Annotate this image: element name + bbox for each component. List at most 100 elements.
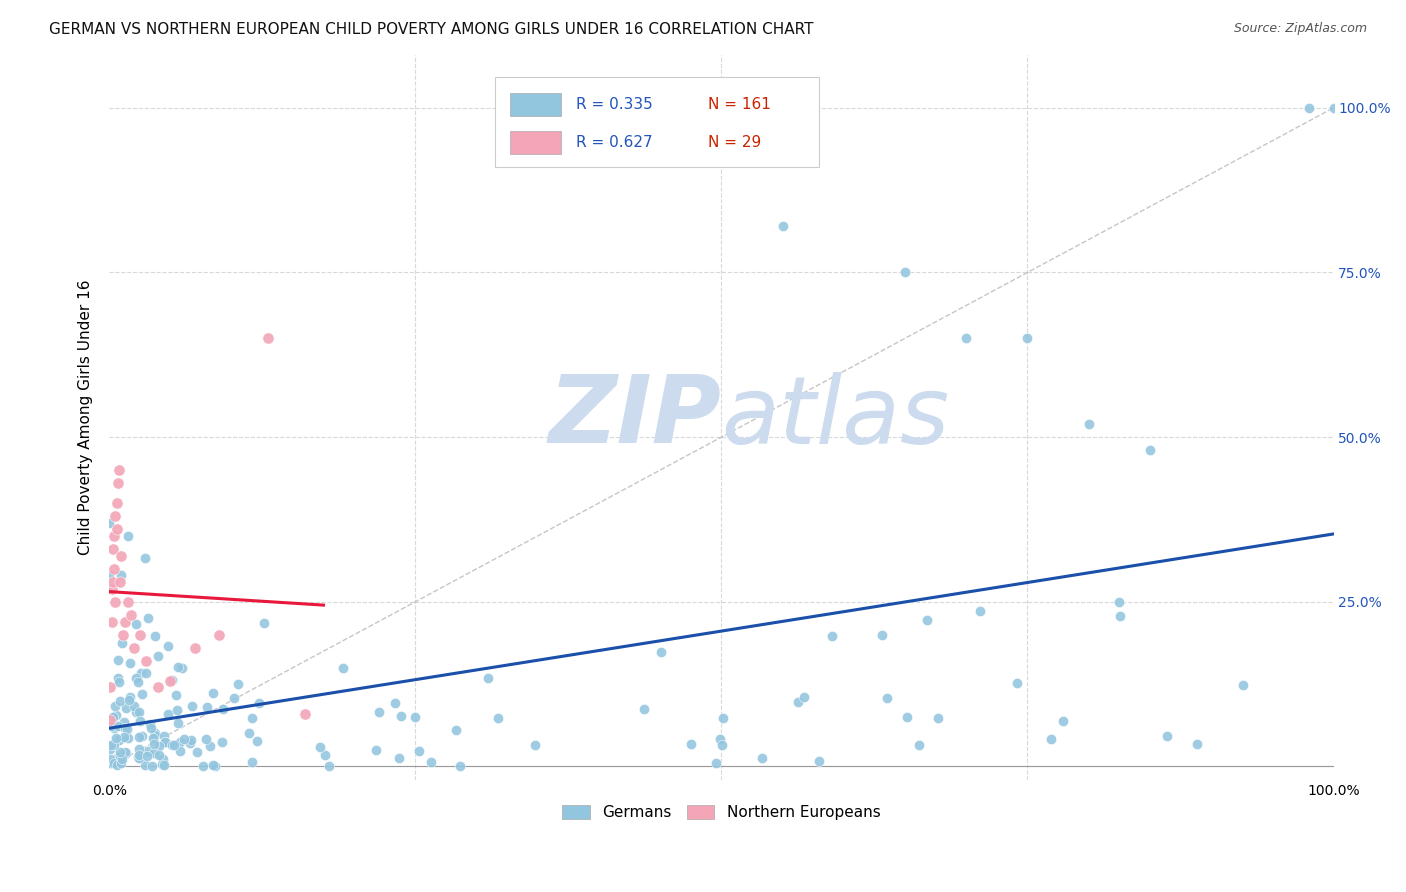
Point bbox=[195, 699, 218, 714]
Point bbox=[927, 711, 949, 725]
Point bbox=[101, 574, 124, 589]
Point bbox=[679, 737, 702, 751]
Point bbox=[257, 331, 280, 345]
Point bbox=[172, 660, 194, 674]
Point bbox=[124, 616, 146, 631]
Point bbox=[114, 745, 136, 759]
Point bbox=[969, 603, 991, 617]
Point bbox=[1139, 443, 1161, 458]
Point bbox=[128, 705, 150, 719]
Point bbox=[211, 735, 233, 749]
Point bbox=[1040, 731, 1063, 746]
Point bbox=[107, 653, 129, 667]
Point bbox=[198, 739, 221, 753]
Point bbox=[212, 702, 235, 716]
Point bbox=[419, 755, 441, 769]
Point bbox=[169, 744, 191, 758]
Point bbox=[160, 738, 183, 752]
Point bbox=[100, 742, 122, 756]
Point bbox=[117, 595, 139, 609]
Point bbox=[201, 686, 224, 700]
Point bbox=[138, 716, 160, 731]
Point bbox=[136, 611, 159, 625]
Point bbox=[894, 265, 917, 279]
Point bbox=[159, 673, 181, 688]
Point bbox=[143, 726, 166, 740]
Text: GERMAN VS NORTHERN EUROPEAN CHILD POVERTY AMONG GIRLS UNDER 16 CORRELATION CHART: GERMAN VS NORTHERN EUROPEAN CHILD POVERT… bbox=[49, 22, 814, 37]
Point bbox=[408, 744, 430, 758]
Point bbox=[129, 666, 152, 681]
Point bbox=[148, 739, 170, 754]
Text: R = 0.627: R = 0.627 bbox=[575, 136, 652, 150]
Point bbox=[129, 714, 152, 729]
Point bbox=[131, 687, 153, 701]
Point bbox=[122, 640, 145, 655]
Point bbox=[105, 522, 128, 536]
Point bbox=[100, 714, 122, 728]
Point bbox=[808, 754, 831, 768]
Point bbox=[167, 715, 190, 730]
Point bbox=[242, 755, 264, 769]
Point bbox=[131, 729, 153, 743]
Point bbox=[101, 542, 124, 557]
Point bbox=[114, 746, 136, 760]
Point bbox=[117, 529, 139, 543]
Point bbox=[103, 562, 125, 576]
Point bbox=[111, 636, 134, 650]
Point bbox=[135, 749, 157, 764]
Point bbox=[103, 529, 125, 543]
Point bbox=[477, 671, 499, 685]
Text: atlas: atlas bbox=[721, 372, 949, 463]
Point bbox=[166, 703, 188, 717]
Point bbox=[389, 709, 412, 723]
Point bbox=[180, 733, 202, 747]
Point bbox=[141, 721, 163, 735]
Point bbox=[111, 752, 134, 766]
Point bbox=[711, 711, 734, 725]
Point bbox=[711, 738, 734, 752]
Point bbox=[103, 756, 125, 771]
Point bbox=[787, 695, 810, 709]
Point bbox=[108, 749, 131, 764]
Point bbox=[486, 711, 509, 725]
Point bbox=[105, 751, 128, 765]
Point bbox=[222, 690, 245, 705]
Point bbox=[110, 746, 132, 760]
Point bbox=[100, 582, 122, 596]
Point bbox=[108, 463, 131, 477]
Point bbox=[146, 648, 169, 663]
Point bbox=[108, 694, 131, 708]
Point bbox=[118, 657, 141, 671]
Point bbox=[704, 756, 727, 771]
Point bbox=[152, 752, 174, 766]
Point bbox=[141, 759, 163, 773]
Point bbox=[104, 509, 127, 524]
Point bbox=[150, 756, 173, 771]
Point bbox=[153, 758, 176, 772]
Point bbox=[1017, 331, 1039, 345]
Point bbox=[101, 709, 124, 723]
Point bbox=[148, 681, 170, 695]
Point bbox=[104, 595, 127, 609]
Point bbox=[157, 639, 180, 653]
Point bbox=[135, 666, 157, 681]
Point bbox=[105, 496, 128, 510]
Point bbox=[114, 715, 136, 730]
Point bbox=[100, 719, 122, 733]
Point bbox=[148, 747, 170, 762]
Point bbox=[112, 730, 135, 744]
Point bbox=[318, 758, 340, 772]
Point bbox=[1322, 101, 1344, 115]
Point bbox=[896, 710, 918, 724]
Point bbox=[127, 750, 149, 764]
Point bbox=[114, 615, 136, 629]
Point bbox=[153, 729, 176, 743]
Point bbox=[1156, 729, 1178, 743]
Text: Source: ZipAtlas.com: Source: ZipAtlas.com bbox=[1233, 22, 1367, 36]
Point bbox=[107, 671, 129, 685]
Point bbox=[134, 758, 156, 772]
Point bbox=[1232, 678, 1254, 692]
Point bbox=[115, 722, 138, 736]
Point bbox=[238, 726, 260, 740]
Point bbox=[163, 738, 186, 752]
